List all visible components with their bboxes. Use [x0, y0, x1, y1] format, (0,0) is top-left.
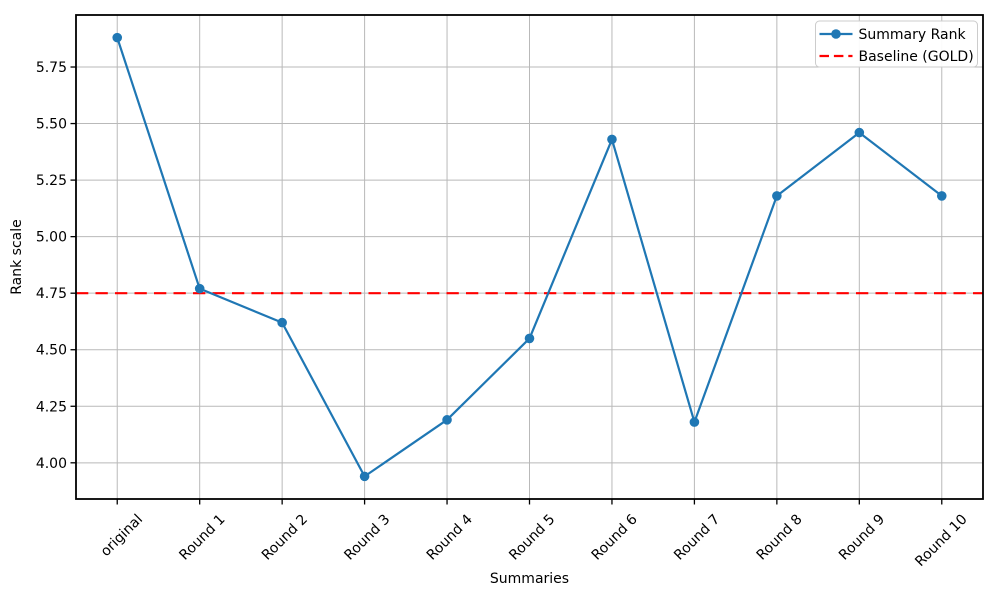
y-tick-label: 5.75: [36, 60, 67, 76]
y-tick-label: 5.25: [36, 173, 67, 189]
x-axis-label: Summaries: [490, 571, 569, 587]
data-point-marker: [689, 417, 700, 427]
x-tick-label: Round 4: [424, 511, 476, 563]
legend-box: [815, 20, 978, 68]
data-point-marker: [277, 317, 287, 328]
x-tick-label: Round 10: [912, 512, 970, 570]
data-point-marker: [854, 127, 865, 138]
data-point-marker: [112, 32, 123, 43]
y-tick-label: 4.50: [36, 343, 67, 359]
legend-baseline-label: Baseline (GOLD): [859, 49, 974, 65]
data-point-marker: [359, 471, 370, 482]
plot-border: [75, 14, 984, 500]
x-tick-label: Round 3: [341, 512, 393, 564]
data-point-marker: [194, 283, 205, 294]
x-tick-label: Round 5: [506, 512, 558, 564]
data-point-marker: [772, 191, 782, 201]
y-tick-label: 4.00: [36, 456, 67, 472]
data-point-marker: [442, 415, 452, 425]
data-point-marker: [936, 191, 947, 201]
y-tick-label: 4.25: [36, 399, 67, 415]
x-tick-label: Round 7: [671, 512, 723, 564]
y-tick-label: 5.00: [36, 230, 67, 246]
x-tick-label: Round 2: [259, 512, 311, 564]
legend-series-label: Summary Rank: [859, 27, 967, 43]
y-tick-label: 4.75: [36, 286, 67, 302]
x-tick-label: original: [98, 512, 146, 560]
x-tick-label: Round 1: [176, 512, 228, 564]
x-tick-label: Round 9: [836, 512, 888, 564]
data-point-marker: [524, 333, 535, 344]
legend-series-marker-sample: [831, 29, 841, 39]
y-tick-label: 5.50: [36, 117, 67, 133]
data-point-marker: [607, 134, 617, 145]
x-tick-label: Round 6: [589, 511, 641, 563]
y-axis-label: Rank scale: [9, 219, 25, 295]
x-tick-label: Round 8: [754, 512, 806, 564]
